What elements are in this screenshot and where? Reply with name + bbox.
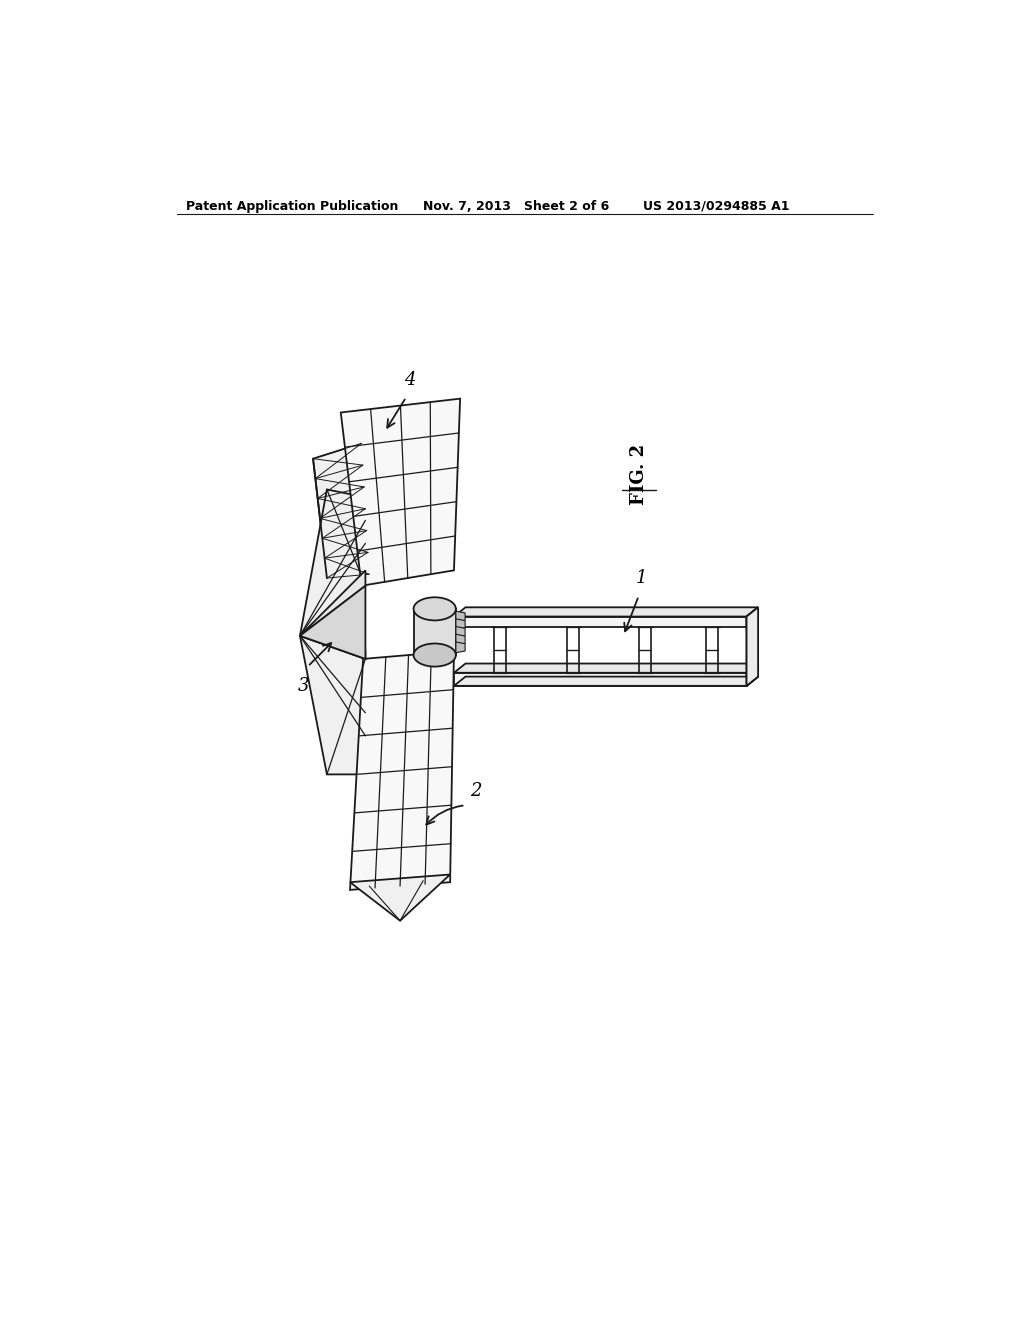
Polygon shape xyxy=(454,664,758,673)
Ellipse shape xyxy=(414,644,456,667)
Ellipse shape xyxy=(414,597,456,620)
Text: 4: 4 xyxy=(403,371,415,389)
Text: FIG. 2: FIG. 2 xyxy=(630,444,648,504)
Polygon shape xyxy=(454,673,746,686)
Polygon shape xyxy=(454,616,746,627)
Polygon shape xyxy=(456,642,465,653)
Text: US 2013/0294885 A1: US 2013/0294885 A1 xyxy=(643,199,790,213)
Polygon shape xyxy=(341,399,460,586)
Polygon shape xyxy=(454,677,758,686)
Polygon shape xyxy=(300,636,366,659)
Polygon shape xyxy=(300,586,366,659)
Polygon shape xyxy=(300,570,366,636)
Text: 3: 3 xyxy=(298,677,309,694)
Polygon shape xyxy=(456,635,465,645)
Polygon shape xyxy=(300,636,366,775)
Polygon shape xyxy=(456,611,465,622)
Polygon shape xyxy=(456,619,465,630)
Polygon shape xyxy=(746,607,758,686)
Polygon shape xyxy=(454,607,758,616)
Text: 1: 1 xyxy=(635,569,647,587)
Polygon shape xyxy=(746,664,758,686)
Polygon shape xyxy=(456,627,465,638)
Polygon shape xyxy=(746,607,758,686)
Polygon shape xyxy=(746,607,758,627)
Polygon shape xyxy=(350,874,451,921)
Text: Nov. 7, 2013   Sheet 2 of 6: Nov. 7, 2013 Sheet 2 of 6 xyxy=(423,199,609,213)
Text: Patent Application Publication: Patent Application Publication xyxy=(186,199,398,213)
Polygon shape xyxy=(350,651,454,890)
Text: 2: 2 xyxy=(470,781,481,800)
Polygon shape xyxy=(414,609,456,655)
Polygon shape xyxy=(300,490,366,636)
Polygon shape xyxy=(313,444,370,578)
